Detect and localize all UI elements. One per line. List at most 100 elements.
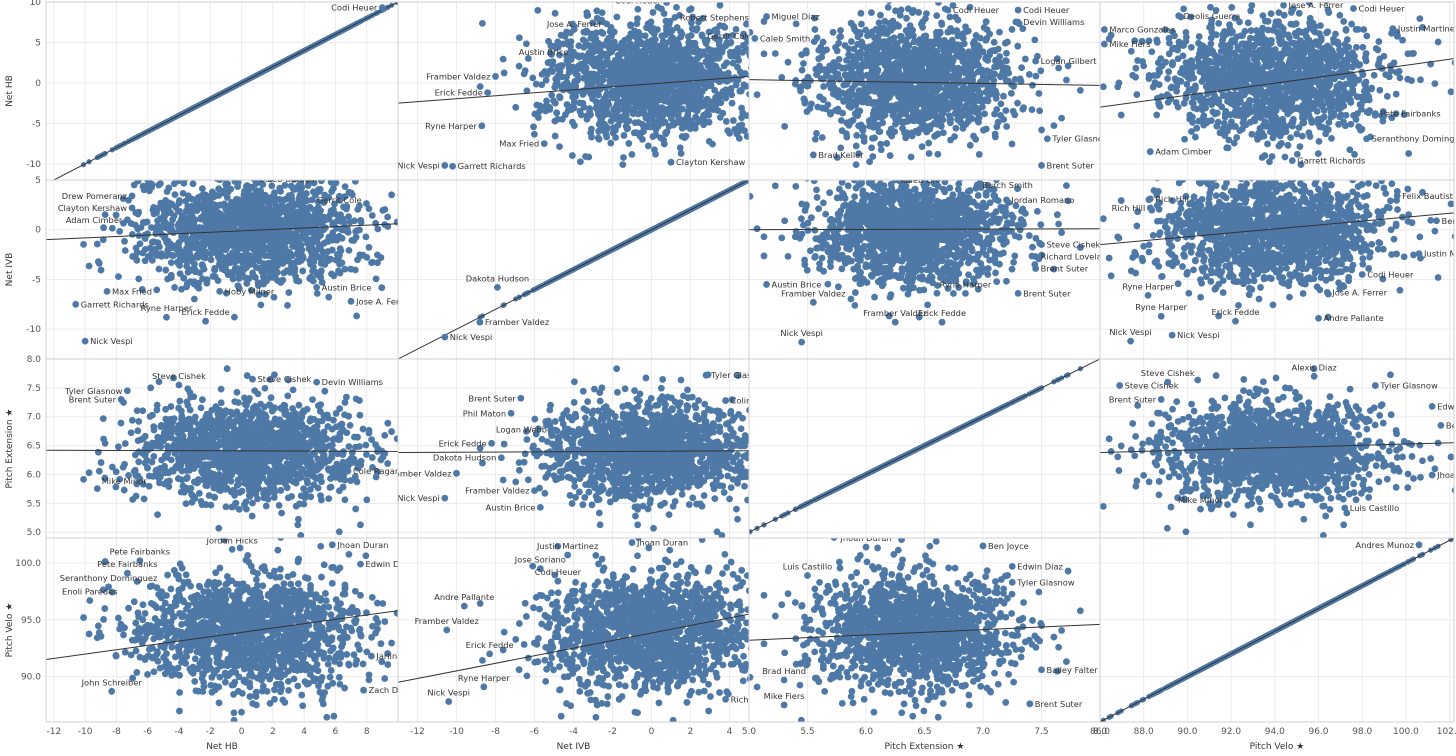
data-point: [627, 74, 635, 82]
data-point: [951, 83, 958, 91]
data-point: [818, 134, 826, 141]
data-point: [892, 120, 899, 128]
data-point: [631, 105, 638, 113]
data-point: [1003, 49, 1010, 57]
data-point: [679, 62, 687, 69]
data-point: [858, 63, 866, 70]
data-point: [648, 115, 656, 123]
data-point: [908, 132, 916, 140]
data-point: [886, 85, 894, 93]
data-point: [1055, 64, 1063, 72]
data-point: [585, 153, 593, 161]
data-point: [903, 14, 910, 22]
data-point: [716, 113, 724, 121]
data-point: [636, 70, 644, 78]
data-point: [929, 81, 937, 89]
data-point: [609, 94, 617, 102]
data-point: [608, 48, 616, 56]
data-point: [1064, 62, 1072, 70]
data-point: [594, 134, 602, 142]
point-label: Framber Valdez: [426, 71, 490, 81]
data-point: [554, 38, 562, 46]
data-point: [946, 40, 954, 48]
data-point: [621, 107, 629, 115]
labeled-point: [698, 32, 706, 40]
data-point: [943, 84, 951, 92]
trend-line: [749, 79, 1100, 86]
data-point: [939, 129, 947, 137]
data-point: [866, 158, 874, 166]
data-point: [904, 71, 911, 79]
data-point: [570, 122, 578, 130]
data-point: [996, 28, 1003, 36]
data-point: [746, 52, 749, 60]
data-point: [648, 40, 655, 48]
data-point: [719, 88, 727, 95]
data-point: [860, 134, 868, 142]
data-point: [614, 82, 622, 90]
data-point: [633, 92, 641, 100]
data-point: [595, 91, 602, 99]
data-point: [563, 73, 570, 81]
data-point: [1076, 86, 1084, 94]
data-point: [693, 55, 701, 63]
data-point: [1127, 47, 1135, 55]
data-point: [917, 36, 925, 44]
data-point: [637, 104, 645, 112]
point-label: Gerrit Cole: [707, 31, 752, 41]
data-point: [835, 55, 843, 63]
data-point: [926, 113, 933, 121]
data-point: [676, 144, 684, 152]
data-point: [523, 87, 531, 95]
data-point: [905, 102, 913, 110]
data-point: [658, 92, 666, 100]
data-point: [869, 83, 877, 91]
data-point: [935, 105, 942, 113]
data-point: [619, 161, 627, 169]
data-point: [1405, 150, 1413, 157]
data-point: [723, 32, 730, 40]
data-point: [953, 52, 961, 60]
data-point: [975, 52, 983, 60]
data-point: [983, 26, 991, 33]
data-point: [862, 96, 870, 104]
data-point: [742, 82, 749, 90]
data-point: [651, 75, 658, 83]
data-point: [569, 103, 577, 111]
data-point: [1400, 111, 1408, 119]
data-point: [994, 118, 1002, 126]
data-point: [845, 76, 853, 84]
data-point: [760, 99, 767, 106]
data-point: [576, 158, 584, 166]
point-label: Jose A. Ferrer: [546, 19, 602, 29]
data-point: [857, 48, 864, 56]
data-point: [593, 7, 601, 15]
data-point: [649, 9, 657, 16]
data-point: [599, 29, 607, 37]
data-point: [769, 100, 776, 107]
data-point: [890, 34, 898, 42]
data-point: [857, 54, 865, 62]
data-point: [945, 112, 953, 120]
data-point: [791, 80, 799, 88]
data-point: [847, 38, 855, 45]
data-point: [897, 91, 905, 99]
data-point: [611, 126, 619, 134]
data-point: [886, 152, 894, 159]
data-point: [665, 83, 673, 91]
data-point: [652, 107, 660, 115]
data-point: [685, 54, 693, 61]
data-point: [952, 124, 960, 132]
data-point: [646, 19, 654, 27]
data-point: [949, 2, 957, 9]
point-label: Erick Fedde: [435, 88, 483, 98]
data-point: [637, 59, 645, 67]
data-point: [811, 135, 819, 143]
point-label: Max Fried: [499, 139, 539, 149]
data-point: [657, 134, 665, 142]
data-point: [530, 130, 538, 138]
data-point: [669, 121, 677, 129]
point-label: Caleb Smith: [760, 33, 810, 43]
data-point: [798, 51, 806, 59]
